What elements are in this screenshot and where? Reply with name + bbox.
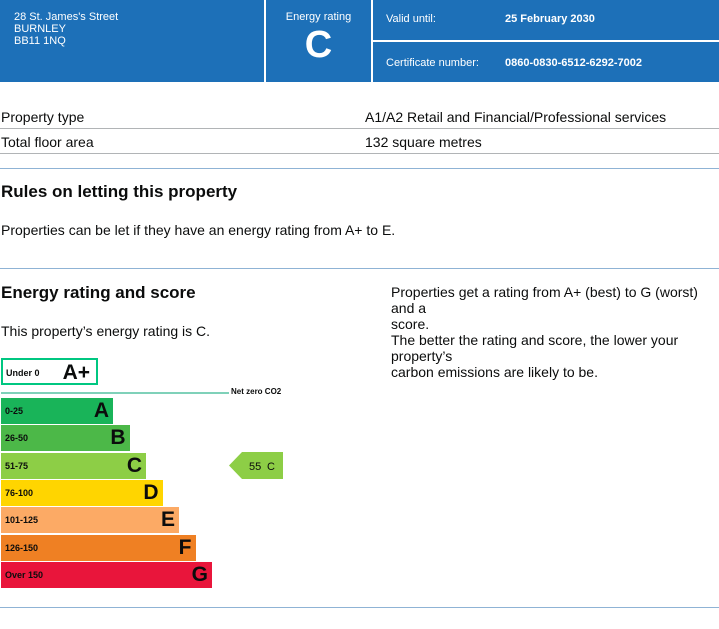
- divider: [0, 153, 719, 154]
- rating-info-line: Properties get a rating from A+ (best) t…: [391, 284, 698, 316]
- current-rating-arrow: 55 C: [229, 452, 283, 479]
- header-divider: [264, 0, 266, 82]
- band-f: 126-150 F: [1, 534, 196, 561]
- net-zero-line: [1, 392, 229, 394]
- band-letter: G: [191, 562, 208, 586]
- certificate-header: 28 St. James's Street BURNLEY BB11 1NQ E…: [0, 0, 719, 82]
- property-type-value: A1/A2 Retail and Financial/Professional …: [365, 109, 667, 125]
- emissions-info-line: The better the rating and score, the low…: [391, 332, 679, 364]
- band-e: 101-125 E: [1, 507, 179, 534]
- band-letter: A+: [62, 361, 90, 384]
- band-b: 26-50 B: [1, 425, 130, 452]
- band-range: 126-150: [5, 542, 39, 553]
- rating-info-line: score.: [391, 316, 430, 332]
- band-letter: F: [178, 535, 192, 559]
- band-range: 101-125: [5, 515, 39, 526]
- band-range: Over 150: [5, 569, 44, 580]
- emissions-info-line: carbon emissions are likely to be.: [391, 364, 598, 380]
- net-zero-label: Net zero CO2: [231, 387, 282, 396]
- address: 28 St. James's Street BURNLEY BB11 1NQ: [14, 11, 118, 47]
- band-range: 0-25: [5, 406, 24, 416]
- energy-rating-letter: C: [304, 24, 333, 66]
- section-divider: [0, 268, 719, 269]
- energy-rating-label: Energy rating: [285, 11, 352, 23]
- band-a: 0-25 A: [1, 398, 113, 424]
- floor-area-value: 132 square metres: [365, 134, 482, 150]
- emissions-info-text: The better the rating and score, the low…: [391, 332, 719, 380]
- band-letter: B: [110, 426, 126, 450]
- header-divider: [371, 0, 373, 82]
- property-type-label: Property type: [1, 109, 85, 125]
- letting-heading: Rules on letting this property: [1, 182, 238, 201]
- address-line-3: BB11 1NQ: [14, 35, 66, 47]
- energy-rating-text: This property’s energy rating is C.: [1, 323, 211, 339]
- band-range: Under 0: [6, 368, 40, 378]
- band-a-plus: Under 0 A+: [1, 358, 98, 385]
- band-c: 51-75 C: [1, 452, 146, 479]
- band-g: Over 150 G: [1, 561, 212, 588]
- band-letter: E: [160, 508, 175, 532]
- valid-until-value: 25 February 2030: [505, 13, 595, 25]
- address-line-2: BURNLEY: [14, 23, 66, 35]
- header-divider: [373, 40, 719, 42]
- address-line-1: 28 St. James's Street: [14, 11, 119, 23]
- band-letter: A: [93, 399, 109, 422]
- certificate-number-value: 0860-0830-6512-6292-7002: [505, 57, 643, 69]
- band-range: 26-50: [5, 433, 29, 444]
- valid-until-label: Valid until:: [386, 13, 436, 25]
- band-d: 76-100 D: [1, 479, 163, 506]
- current-rating-marker: [229, 452, 283, 479]
- rating-info-text: Properties get a rating from A+ (best) t…: [391, 284, 719, 332]
- divider: [0, 128, 719, 129]
- band-range: 76-100: [5, 487, 34, 498]
- certificate-number-label: Certificate number:: [386, 57, 479, 69]
- letting-text: Properties can be let if they have an en…: [1, 222, 396, 238]
- section-divider: [0, 607, 719, 608]
- band-range: 51-75: [5, 460, 29, 471]
- band-letter: C: [126, 453, 142, 477]
- current-letter: C: [267, 461, 275, 473]
- current-score: 55: [249, 461, 261, 473]
- band-letter: D: [143, 480, 159, 504]
- floor-area-label: Total floor area: [1, 134, 94, 150]
- section-divider: [0, 168, 719, 169]
- energy-heading: Energy rating and score: [1, 283, 196, 302]
